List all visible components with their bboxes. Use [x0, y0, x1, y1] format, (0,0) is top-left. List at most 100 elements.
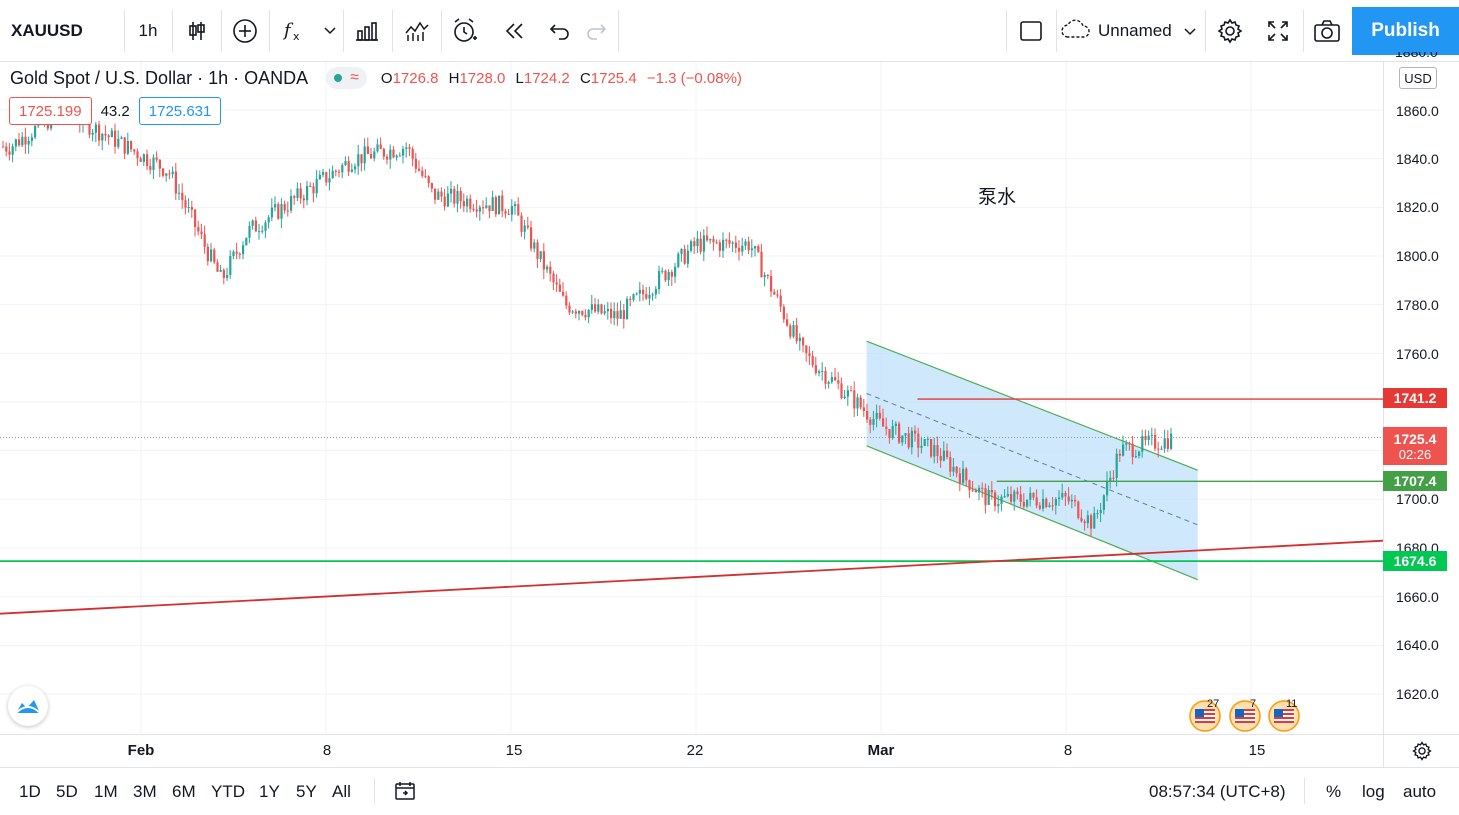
candle-body: [517, 204, 520, 216]
candle-body: [1106, 480, 1109, 496]
log-scale-toggle[interactable]: log: [1362, 782, 1385, 801]
toolbar-separator: [343, 10, 344, 52]
time-scale[interactable]: Feb 8 15 22 Mar 8 15: [0, 734, 1383, 767]
price-line-tag[interactable]: 1741.2: [1383, 388, 1447, 408]
candle-body: [741, 245, 744, 252]
candle-body: [613, 311, 616, 319]
candle-body: [1112, 477, 1115, 479]
layout-name-dropdown[interactable]: Unnamed: [1060, 8, 1204, 54]
candle-body: [1006, 494, 1009, 497]
candle-body: [126, 141, 129, 154]
candle-body: [603, 311, 606, 314]
candle-body: [498, 195, 501, 215]
candle-body: [942, 450, 945, 461]
compare-add-icon[interactable]: [222, 8, 268, 54]
market-status-pill[interactable]: ≈: [326, 67, 367, 89]
publish-button[interactable]: Publish: [1352, 7, 1459, 55]
candles-icon[interactable]: [174, 8, 220, 54]
candle-body: [891, 425, 894, 439]
candle-body: [469, 198, 472, 209]
range-button-all[interactable]: All: [332, 782, 351, 801]
auto-scale-toggle[interactable]: auto: [1403, 782, 1437, 801]
candle-body: [754, 246, 757, 249]
candle-body: [619, 310, 622, 319]
candle-body: [21, 136, 24, 146]
clock-timezone-button[interactable]: 08:57:34 (UTC+8): [1149, 782, 1286, 801]
interval-button[interactable]: 1h: [138, 21, 158, 40]
range-button-1d[interactable]: 1D: [19, 782, 41, 801]
candle-body: [421, 170, 424, 176]
chart-text-annotation[interactable]: 泵水: [978, 187, 1017, 208]
range-button-3m[interactable]: 3M: [133, 782, 157, 801]
gear-icon[interactable]: [1207, 8, 1253, 54]
candle-body: [520, 215, 523, 232]
range-button-ytd[interactable]: YTD: [211, 782, 245, 801]
candle-body: [5, 146, 8, 152]
buy-button[interactable]: 1725.631: [138, 97, 222, 125]
candle-body: [226, 275, 229, 278]
candle-body: [405, 147, 408, 149]
camera-icon[interactable]: [1304, 8, 1350, 54]
candle-body: [1010, 494, 1013, 502]
price-line-tag[interactable]: 1674.6: [1383, 551, 1447, 571]
economic-event-flag-icon[interactable]: 27: [1189, 698, 1221, 732]
current-price-tag[interactable]: 1725.4 02:26: [1383, 427, 1447, 465]
range-button-1y[interactable]: 1Y: [259, 782, 280, 801]
chart-settings-gear-icon[interactable]: [1383, 734, 1459, 767]
candle-body: [690, 241, 693, 251]
tradingview-logo-icon[interactable]: [8, 686, 48, 726]
economic-event-flag-icon[interactable]: 11: [1268, 698, 1300, 732]
toolbar-separator: [221, 10, 222, 52]
candle-body: [18, 139, 21, 146]
candle-body: [475, 209, 478, 212]
candle-body: [965, 468, 968, 481]
candle-body: [978, 487, 981, 493]
candle-body: [744, 241, 747, 246]
chevron-down-icon[interactable]: [318, 8, 342, 54]
time-label: 8: [1063, 742, 1073, 759]
candle-body: [171, 171, 174, 175]
candle-body: [1144, 436, 1147, 440]
alarm-clock-icon[interactable]: [442, 8, 488, 54]
range-button-6m[interactable]: 6M: [172, 782, 196, 801]
economic-event-flag-icon[interactable]: 7: [1229, 698, 1261, 732]
candle-body: [149, 166, 152, 170]
undo-icon[interactable]: [538, 8, 582, 54]
currency-button[interactable]: USD: [1399, 67, 1437, 89]
chart-pane[interactable]: [0, 62, 1383, 734]
candle-body: [402, 148, 405, 156]
replay-icon[interactable]: [492, 8, 538, 54]
candle-body: [872, 418, 875, 425]
candle-body: [898, 423, 901, 443]
time-label: Mar: [867, 742, 895, 759]
time-label: 15: [1248, 742, 1266, 759]
event-count: 7: [1250, 698, 1257, 710]
financials-icon[interactable]: [344, 8, 390, 54]
candle-body: [139, 158, 142, 162]
price-chart[interactable]: [0, 62, 1383, 734]
candle-body: [382, 148, 385, 157]
candle-body: [1086, 515, 1089, 524]
sell-button[interactable]: 1725.199: [9, 97, 92, 125]
candle-body: [1064, 492, 1067, 497]
candle-body: [555, 282, 558, 285]
range-button-5d[interactable]: 5D: [56, 782, 78, 801]
candle-body: [242, 245, 245, 255]
goto-date-calendar-icon[interactable]: [394, 781, 416, 806]
ideas-chart-icon[interactable]: [394, 8, 440, 54]
candle-body: [235, 251, 238, 254]
range-button-5y[interactable]: 5Y: [296, 782, 317, 801]
candle-body: [309, 185, 312, 187]
price-line-tag[interactable]: 1707.4: [1383, 471, 1447, 491]
percent-scale-toggle[interactable]: %: [1326, 782, 1342, 801]
series-title[interactable]: Gold Spot / U.S. Dollar · 1h · OANDA: [10, 67, 309, 88]
candle-body: [610, 308, 613, 319]
layout-square-icon[interactable]: [1008, 8, 1054, 54]
range-button-1m[interactable]: 1M: [94, 782, 118, 801]
symbol-search-button[interactable]: XAUUSD: [11, 21, 83, 40]
candle-body: [325, 172, 328, 183]
redo-icon[interactable]: [574, 8, 618, 54]
fullscreen-icon[interactable]: [1255, 8, 1301, 54]
change-value: −1.3 (−0.08%): [646, 69, 742, 87]
